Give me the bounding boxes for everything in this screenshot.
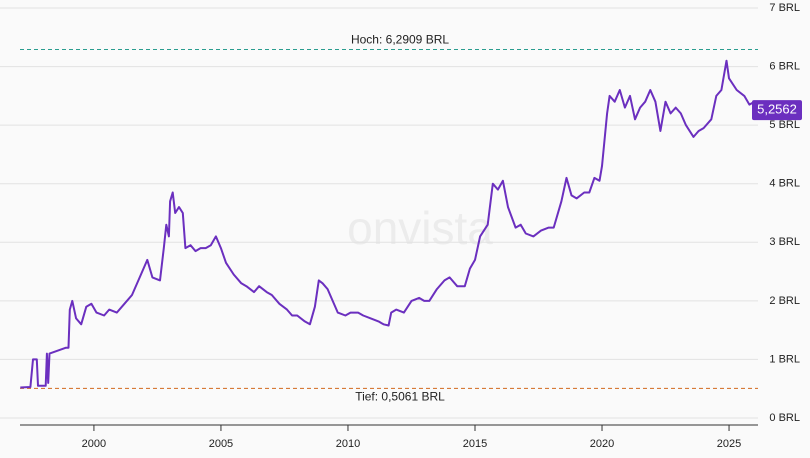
y-tick-label: 7 BRL xyxy=(769,2,800,14)
price-line xyxy=(20,59,758,389)
y-tick-label: 6 BRL xyxy=(769,60,800,72)
y-tick-label: 1 BRL xyxy=(769,353,800,365)
y-tick-label: 3 BRL xyxy=(769,236,800,248)
x-tick-label: 2000 xyxy=(82,438,106,450)
x-tick-label: 2015 xyxy=(463,438,487,450)
y-tick-label: 2 BRL xyxy=(769,295,800,307)
watermark: onvista xyxy=(347,202,493,254)
reference-label: Hoch: 6,2909 BRL xyxy=(351,33,449,47)
x-tick-label: 2020 xyxy=(590,438,614,450)
last-value-label: 5,2562 xyxy=(757,102,797,117)
y-tick-label: 4 BRL xyxy=(769,178,800,190)
reference-label: Tief: 0,5061 BRL xyxy=(355,390,445,404)
y-tick-label: 0 BRL xyxy=(769,412,800,424)
x-tick-label: 2005 xyxy=(209,438,233,450)
last-value-box xyxy=(752,100,802,121)
x-tick-label: 2010 xyxy=(336,438,360,450)
y-tick-label: 5 BRL xyxy=(769,119,800,131)
x-tick-label: 2025 xyxy=(717,438,741,450)
